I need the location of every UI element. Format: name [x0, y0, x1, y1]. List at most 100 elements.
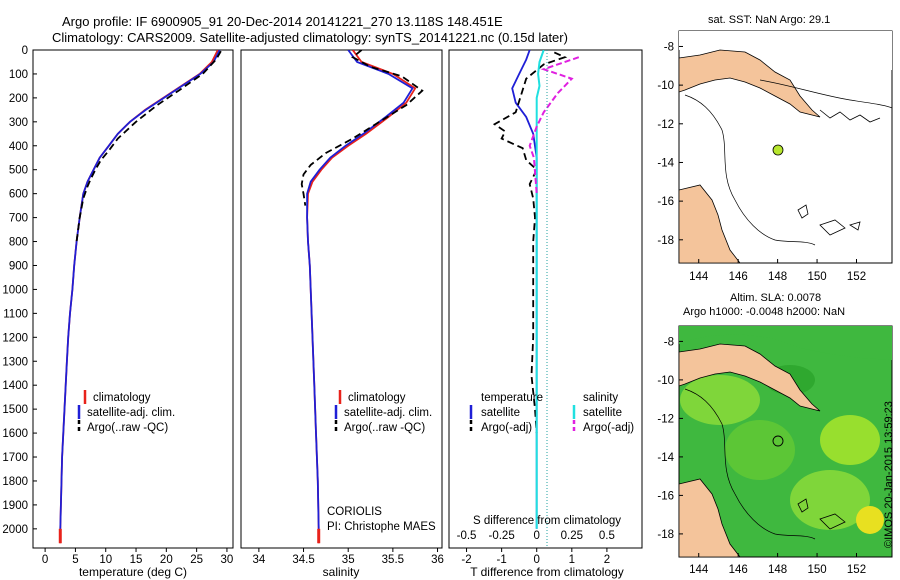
sst-map: [678, 30, 893, 264]
map-lat-label: -8: [664, 41, 674, 53]
series-line-satellite: [535, 50, 545, 529]
sea-north: [679, 31, 892, 70]
legend-label: satellite-adj. clim.: [344, 407, 432, 419]
depth-tick-label: 1000: [2, 284, 28, 296]
map-lat-label: -16: [657, 490, 674, 502]
salinity-panel-frame: [240, 49, 443, 549]
salinity-axis: 34 34.5 35 35.5 36: [252, 548, 444, 566]
sla-north: [679, 326, 892, 360]
depth-tick-label: 1400: [2, 380, 28, 392]
map-lat-label: -12: [657, 119, 674, 131]
map-lat-label: -18: [657, 529, 674, 541]
depth-tick-label: 1800: [2, 476, 28, 488]
argo-position-marker: [772, 144, 784, 156]
depth-tick-label: 200: [9, 93, 28, 105]
new-guinea-land: [679, 49, 821, 118]
map-lon-label: 146: [729, 564, 748, 576]
sla-patch: [820, 415, 880, 465]
salinity-xlabel: salinity: [323, 565, 360, 579]
page-subtitle: Climatology: CARS2009. Satellite-adjuste…: [52, 30, 568, 45]
map-lat-label: -16: [657, 196, 674, 208]
new-guinea-land: [679, 343, 821, 412]
temperature-axis: 0 5 10 15 20 25 30: [42, 548, 233, 566]
series-line-argo-raw-qc-: [300, 50, 424, 206]
legend-title-salinity: salinity: [583, 392, 618, 404]
s-difference-xlabel: S difference from climatology: [473, 515, 621, 527]
map-lon-label: 150: [807, 271, 826, 283]
depth-tick-label: 700: [9, 213, 28, 225]
s-diff-tick-label: -0.5: [457, 530, 477, 542]
series-line-satellite-adj-clim-: [59, 50, 221, 529]
legend-label: satellite: [481, 407, 520, 419]
depth-tick-label: 1900: [2, 500, 28, 512]
x-tick-label: 34: [252, 554, 265, 566]
x-tick-label: 35.5: [382, 554, 404, 566]
depth-axis: 0 100 200 300 400 500 600 700 800 900 1000 1100 1200…: [2, 45, 37, 536]
x-tick-label: 10: [99, 554, 112, 566]
data-centre-label: CORIOLIS: [327, 506, 382, 518]
sla-patch: [790, 470, 870, 530]
series-line-argo-adj-: [528, 56, 580, 194]
x-tick-label: 5: [72, 554, 78, 566]
depth-tick-label: 1300: [2, 356, 28, 368]
depth-tick-label: 1200: [2, 332, 28, 344]
depth-tick-label: 900: [9, 260, 28, 272]
depth-tick-label: 1100: [3, 308, 28, 320]
legend-label: satellite: [583, 407, 622, 419]
sla-patch: [856, 506, 884, 534]
legend-label: Argo(..raw -QC): [344, 422, 425, 434]
x-tick-label: 36: [431, 554, 444, 566]
series-line-satellite: [511, 50, 538, 529]
map-lat-label: -14: [657, 452, 674, 464]
argo-position-marker: [772, 435, 784, 447]
depth-tick-label: 300: [9, 117, 28, 129]
s-diff-tick-label: 0.5: [599, 530, 615, 542]
legend-label: Argo(-adj): [583, 422, 634, 434]
x-tick-label: -2: [461, 554, 471, 566]
bathymetry-contour: [684, 94, 816, 246]
series-line-argo-adj-: [492, 51, 568, 434]
x-tick-label: 0: [534, 554, 540, 566]
depth-tick-label: 2000: [2, 524, 28, 536]
x-tick-label: 34.5: [292, 554, 314, 566]
map-lon-label: 144: [689, 271, 709, 283]
x-tick-label: 25: [190, 554, 203, 566]
altimetry-title-line1: Altim. SLA: 0.0078: [730, 292, 822, 304]
depth-tick-label: 1700: [2, 452, 28, 464]
difference-axis: -2 -1 0 1 2 -0.5 -0.25 0 0.25 0.5: [457, 530, 615, 566]
t-difference-xlabel: T difference from climatology: [470, 565, 624, 579]
bathymetry-contour: [759, 79, 892, 109]
timestamp-stamp: ©IMOS 20-Jan-2015 13:59:23: [883, 401, 895, 548]
map-lat-label: -8: [664, 336, 674, 348]
difference-panel-frame: [448, 49, 643, 549]
s-diff-tick-label: 0.25: [561, 530, 583, 542]
map-lon-label: 144: [689, 564, 709, 576]
map-lon-label: 148: [768, 271, 787, 283]
legend-label: Argo(..raw -QC): [87, 422, 168, 434]
difference-legend: temperature salinity satellite Argo(-adj…: [469, 392, 634, 434]
depth-tick-label: 800: [9, 237, 28, 249]
depth-tick-label: 100: [9, 69, 28, 81]
depth-tick-label: 600: [9, 189, 28, 201]
map-lat-label: -14: [657, 157, 674, 169]
x-tick-label: 2: [604, 554, 610, 566]
islands: [819, 109, 881, 123]
map-lon-label: 146: [729, 271, 748, 283]
sst-map-title: sat. SST: NaN Argo: 29.1: [708, 14, 831, 26]
series-line-climatology: [59, 50, 219, 544]
map-lat-label: -10: [657, 375, 674, 387]
altimetry-map: [678, 325, 893, 558]
x-tick-label: 30: [221, 554, 234, 566]
series-line-argo-raw-qc-: [75, 50, 222, 242]
x-tick-label: 1: [569, 554, 575, 566]
salinity-series: [300, 50, 424, 544]
salinity-legend: climatology satellite-adj. clim. Argo(..…: [334, 390, 432, 434]
series-line-satellite-adj-clim-: [306, 50, 414, 529]
difference-series: [492, 50, 580, 529]
australia-land: [679, 478, 741, 557]
temperature-series: [58, 50, 222, 544]
depth-tick-label: 400: [9, 141, 28, 153]
sla-patch: [725, 420, 795, 480]
map-lat-label: -10: [657, 80, 674, 92]
